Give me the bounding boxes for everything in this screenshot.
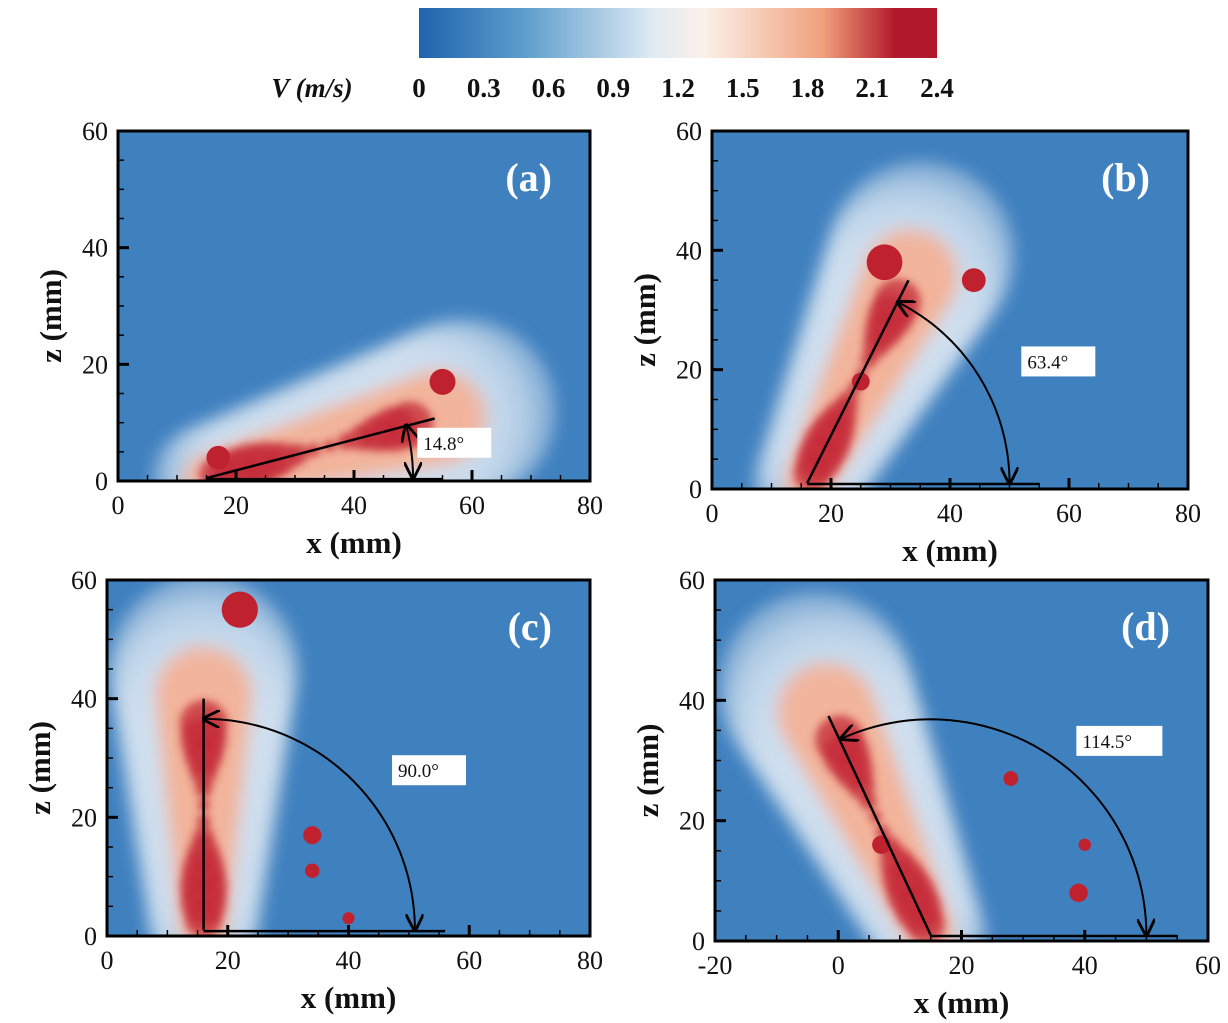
x-tick-label: 40 (1072, 951, 1098, 980)
panel-c: 0 20 40 60 80 0 20 40 60 x (mm) z (mm) (c) 90.0° (22, 566, 603, 1015)
z-axis-label: z (mm) (22, 721, 57, 815)
x-tick-label: 0 (101, 946, 114, 975)
z-tick-label: 60 (679, 566, 705, 595)
x-tick-label: 80 (577, 491, 603, 520)
colorbar-tick-label: 1.2 (661, 73, 695, 103)
panel-label: (b) (1101, 155, 1150, 200)
angle-arc (841, 718, 1146, 935)
high-velocity-spot (961, 268, 986, 293)
angle-value: 90.0° (398, 761, 439, 782)
z-tick-label: 20 (676, 356, 702, 385)
x-tick-label: 20 (223, 491, 249, 520)
x-tick-label: 80 (1175, 499, 1201, 528)
x-tick-label: 60 (459, 491, 485, 520)
high-velocity-spot (866, 244, 903, 281)
colorbar-tick-label: 0.9 (596, 73, 630, 103)
high-velocity-spot (1069, 883, 1088, 903)
colorbar-tick-label: 0 (412, 73, 426, 103)
panel-b: 0 20 40 60 80 0 20 40 60 x (mm) z (mm) (b) 63.4° (627, 117, 1201, 568)
z-axis-label: z (mm) (630, 724, 665, 818)
angle-annotation: 14.8° (417, 427, 492, 458)
high-velocity-spot (206, 445, 231, 470)
angle-label-box (417, 427, 492, 458)
high-velocity-spot (1003, 771, 1019, 786)
angle-annotation: 63.4° (1021, 346, 1096, 377)
high-velocity-spot (305, 863, 320, 878)
z-tick-label: 60 (82, 117, 108, 146)
x-tick-label: 60 (1056, 499, 1082, 528)
high-velocity-spot (303, 826, 322, 845)
x-tick-label: 0 (832, 951, 845, 980)
z-tick-label: 60 (676, 117, 702, 146)
angle-arc (898, 302, 1010, 483)
z-tick-label: 60 (71, 566, 97, 595)
high-velocity-spot (342, 912, 355, 925)
x-axis-label: x (mm) (301, 980, 397, 1015)
x-axis-label: x (mm) (306, 525, 402, 560)
high-velocity-spot (1078, 838, 1091, 851)
angle-value: 63.4° (1027, 352, 1068, 373)
z-tick-label: 20 (679, 807, 705, 836)
colorbar-label: V (m/s) (271, 73, 352, 103)
z-axis-label: z (mm) (33, 269, 68, 363)
z-tick-label: 40 (71, 685, 97, 714)
z-tick-label: 0 (692, 927, 705, 956)
z-tick-label: 0 (95, 467, 108, 496)
x-tick-label: 80 (577, 946, 603, 975)
colorbar-tick-label: 0.3 (467, 73, 501, 103)
angle-value: 114.5° (1082, 732, 1132, 753)
x-tick-label: 0 (706, 499, 719, 528)
colorbar: V (m/s) 0 0.3 0.6 0.9 1.2 1.5 1.8 2.1 2.4 (271, 8, 954, 103)
angle-value: 14.8° (423, 434, 464, 455)
panel-label: (d) (1121, 604, 1170, 649)
z-tick-label: 40 (82, 234, 108, 263)
jet-direction-line (206, 417, 435, 480)
colorbar-tick-label: 1.8 (791, 73, 825, 103)
z-tick-label: 0 (689, 475, 702, 504)
angle-label-box (1076, 725, 1163, 756)
x-tick-label: 20 (215, 946, 241, 975)
x-tick-label: 20 (818, 499, 844, 528)
colorbar-tick-label: 2.4 (920, 73, 954, 103)
z-tick-label: 20 (82, 350, 108, 379)
x-tick-label: -20 (698, 951, 733, 980)
angle-label-box (1021, 346, 1096, 377)
high-velocity-spot (221, 591, 258, 628)
x-tick-label: 40 (336, 946, 362, 975)
z-axis-label: z (mm) (627, 273, 662, 367)
high-velocity-spot (429, 368, 456, 395)
angle-arc (406, 425, 413, 478)
angle-annotation: 90.0° (392, 755, 467, 786)
z-tick-label: 40 (679, 686, 705, 715)
angle-arc (204, 719, 415, 930)
colorbar-ticks: 0 0.3 0.6 0.9 1.2 1.5 1.8 2.1 2.4 (412, 73, 954, 103)
x-tick-label: 60 (1195, 951, 1221, 980)
x-tick-label: 60 (456, 946, 482, 975)
jet-direction-line (806, 279, 910, 484)
colorbar-tick-label: 0.6 (532, 73, 566, 103)
z-tick-label: 0 (84, 922, 97, 951)
z-tick-label: 20 (71, 803, 97, 832)
x-axis-label: x (mm) (914, 985, 1010, 1020)
panel-label: (c) (508, 604, 552, 649)
x-tick-label: 40 (937, 499, 963, 528)
colorbar-tick-label: 1.5 (726, 73, 760, 103)
colorbar-tick-label: 2.1 (855, 73, 889, 103)
angle-label-box (392, 755, 467, 786)
panel-label: (a) (505, 155, 552, 200)
panels: 0 20 40 60 80 0 20 40 60 x (mm) z (mm) (a) 14.8° 0 20 4… (22, 117, 1221, 1020)
z-tick-label: 40 (676, 236, 702, 265)
x-axis-label: x (mm) (902, 533, 998, 568)
x-tick-label: 0 (112, 491, 125, 520)
colorbar-gradient (419, 8, 937, 58)
panel-a: 0 20 40 60 80 0 20 40 60 x (mm) z (mm) (a) 14.8° (33, 117, 603, 560)
x-tick-label: 40 (341, 491, 367, 520)
x-tick-label: 20 (949, 951, 975, 980)
angle-annotation: 114.5° (1076, 725, 1163, 756)
